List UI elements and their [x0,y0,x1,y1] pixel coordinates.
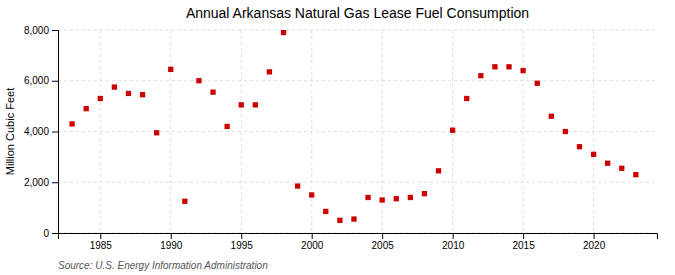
x-tick-label: 2005 [372,240,395,251]
point [591,152,596,157]
y-axis-title: Million Cubic Feet [4,88,16,175]
y-grid-line [58,182,657,183]
point [154,130,159,135]
y-grid-line [58,30,657,31]
x-tick-mark [100,233,101,239]
y-tick-mark [52,233,58,234]
point [436,168,441,173]
point [295,183,300,188]
x-tick-label: 2000 [301,240,324,251]
x-tick-label: 1990 [160,240,183,251]
x-tick-mark [453,233,454,239]
plot-area: 1985 1990 1995 2000 2005 2010 2015 2020 0 2,000 4,… [24,25,658,251]
x-axis: 1985 1990 1995 2000 2005 2010 2015 2020 [59,233,658,251]
point [337,218,342,223]
y-axis: 0 2,000 4,000 6,000 8,000 [24,25,59,239]
y-tick-label: 0 [43,228,49,239]
point [506,64,511,69]
point [535,81,540,86]
point [323,209,328,214]
point [196,78,201,83]
point [309,192,314,197]
point [394,196,399,201]
point [478,73,483,78]
y-tick: 4,000 [24,126,58,137]
point [633,172,638,177]
x-tick-mark [523,233,524,239]
point [140,92,145,97]
x-tick: 2000 [301,233,324,251]
y-tick-mark [52,81,58,82]
y-tick-label: 2,000 [24,177,49,188]
x-tick-label: 1995 [231,240,254,251]
point [563,129,568,134]
y-tick-label: 8,000 [24,25,49,36]
point [182,199,187,204]
x-tick-mark [241,233,242,239]
point [210,90,215,95]
x-tick: 2015 [512,233,535,251]
point [168,67,173,72]
point [619,166,624,171]
x-tick: 1990 [160,233,183,251]
y-tick-label: 6,000 [24,75,49,86]
x-axis-line [59,234,658,240]
point [351,216,356,221]
title: Annual Arkansas Natural Gas Lease Fuel C… [186,5,529,21]
x-tick: 1995 [231,233,254,251]
chart: 1985 1990 1995 2000 2005 2010 2015 2020 0 2,000 4,… [0,0,675,275]
x-tick-mark [594,233,595,239]
y-tick: 0 [43,228,58,239]
point [408,195,413,200]
y-tick-mark [52,132,58,133]
x-tick-label: 2020 [583,240,606,251]
point [422,191,427,196]
x-grid-line [170,30,171,233]
point [224,124,229,129]
point [239,102,244,107]
point [549,114,554,119]
x-tick-label: 2010 [442,240,465,251]
y-tick: 2,000 [24,177,58,188]
x-tick-mark [171,233,172,239]
x-tick-mark [312,233,313,239]
point [365,195,370,200]
point [267,69,272,74]
point [492,64,497,69]
y-tick-mark [52,182,58,183]
y-tick-label: 4,000 [24,126,49,137]
point [98,96,103,101]
x-tick: 1985 [90,233,113,251]
x-tick: 2005 [372,233,395,251]
x-tick-mark [382,233,383,239]
point [605,161,610,166]
point [126,91,131,96]
points [69,30,638,223]
y-tick-mark [52,30,58,31]
point [281,30,286,35]
point [450,128,455,133]
point [380,197,385,202]
x-tick-label: 1985 [90,240,113,251]
point [112,84,117,89]
y-tick: 8,000 [24,25,58,36]
y-grid-line [58,80,657,81]
point [464,96,469,101]
point [69,121,74,126]
grid [58,30,657,233]
y-tick: 6,000 [24,75,58,86]
x-tick: 2010 [442,233,465,251]
point [520,68,525,73]
point [577,144,582,149]
y-axis-line [52,31,59,234]
point [84,106,89,111]
point [253,102,258,107]
x-tick-label: 2015 [512,240,535,251]
x-tick: 2020 [583,233,606,251]
source-note: Source: U.S. Energy Information Administ… [58,260,268,271]
